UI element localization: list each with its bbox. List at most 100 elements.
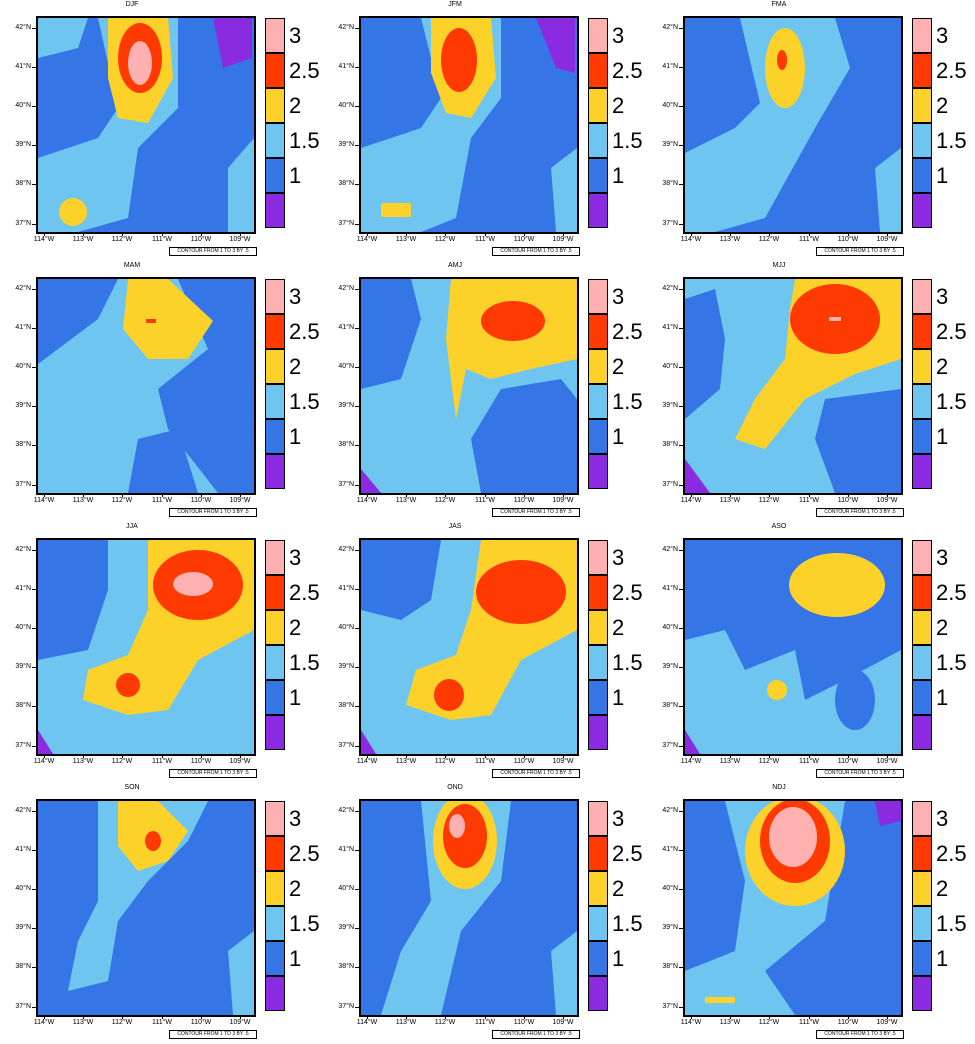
y-tick-label: 37°N: [338, 742, 354, 749]
x-tick-label: 113°W: [719, 497, 741, 504]
legend-level-label: 1.5: [289, 650, 320, 675]
y-tick: [32, 445, 36, 446]
x-tick-label: 109°W: [876, 236, 898, 243]
y-tick: [679, 145, 683, 146]
x-tick-label: 112°W: [434, 497, 456, 504]
y-tick: [32, 928, 36, 929]
y-tick-label: 37°N: [662, 481, 678, 488]
y-tick-label: 38°N: [662, 702, 678, 709]
contour-region: [551, 148, 577, 232]
y-tick-label: 41°N: [338, 846, 354, 853]
x-tick-label: 109°W: [876, 497, 898, 504]
x-tick: [406, 1015, 407, 1019]
y-tick: [679, 589, 683, 590]
x-tick: [809, 493, 810, 497]
contour-region: [158, 279, 254, 493]
legend-color-box: [588, 158, 608, 193]
contour-region: [146, 319, 156, 323]
x-tick: [730, 232, 731, 236]
contour-fill-svg: [685, 540, 901, 754]
x-tick: [201, 754, 202, 758]
legend-level-label: 2.5: [936, 58, 967, 83]
x-tick-label: 114°W: [680, 236, 702, 243]
contour-map: [359, 799, 579, 1017]
legend-level-label: 1: [289, 946, 302, 971]
y-tick: [32, 145, 36, 146]
contour-info-label: CONTOUR FROM 1 TO 3 BY .5: [169, 508, 257, 517]
legend-color-box: [265, 715, 285, 750]
legend-level-label: 3: [612, 545, 625, 570]
y-tick: [679, 1007, 683, 1008]
x-tick: [848, 232, 849, 236]
x-tick-label: 110°W: [513, 1019, 535, 1026]
y-tick-label: 39°N: [338, 141, 354, 148]
y-tick: [679, 184, 683, 185]
x-tick: [730, 493, 731, 497]
panel-title: AMJ: [448, 262, 462, 269]
legend-level-label: 3: [289, 23, 302, 48]
y-tick: [32, 746, 36, 747]
contour-region: [705, 997, 735, 1003]
x-tick-label: 114°W: [33, 497, 55, 504]
x-tick-label: 113°W: [719, 1019, 741, 1026]
contour-map: [359, 16, 579, 234]
y-tick-label: 37°N: [662, 742, 678, 749]
panel-title: JFM: [448, 1, 462, 8]
x-tick: [162, 232, 163, 236]
legend-color-box: [265, 53, 285, 88]
x-tick-label: 114°W: [33, 758, 55, 765]
x-tick: [848, 754, 849, 758]
y-tick: [355, 706, 359, 707]
legend-level-label: 2: [936, 354, 949, 379]
x-tick: [201, 232, 202, 236]
legend-color-box: [912, 836, 932, 871]
y-tick-label: 40°N: [338, 102, 354, 109]
legend-level-label: 1: [936, 685, 949, 710]
y-tick-label: 38°N: [15, 963, 31, 970]
x-tick: [887, 493, 888, 497]
y-tick: [355, 667, 359, 668]
legend-color-box: [912, 88, 932, 123]
legend-level-label: 1: [612, 685, 625, 710]
legend-level-label: 2: [612, 615, 625, 640]
legend-color-box: [265, 18, 285, 53]
legend-color-box: [265, 88, 285, 123]
legend-level-label: 2.5: [289, 580, 320, 605]
y-tick: [32, 406, 36, 407]
map-panel: ASO 42°N 41°N 40°N 39°N 38°N 37°N 114°W 113°W 112…: [647, 522, 972, 783]
y-tick: [679, 706, 683, 707]
x-tick-label: 110°W: [190, 1019, 212, 1026]
x-tick-label: 110°W: [513, 758, 535, 765]
x-tick: [44, 493, 45, 497]
y-tick: [355, 485, 359, 486]
x-tick-label: 113°W: [719, 236, 741, 243]
x-tick-label: 113°W: [72, 758, 94, 765]
contour-region: [685, 730, 700, 754]
legend-color-box: [912, 906, 932, 941]
legend-color-box: [588, 123, 608, 158]
y-tick: [679, 889, 683, 890]
y-tick: [355, 746, 359, 747]
contour-fill-svg: [38, 279, 254, 493]
contour-region: [829, 317, 841, 321]
contour-region: [481, 301, 545, 341]
panel-title: OND: [447, 784, 463, 791]
contour-region: [685, 801, 745, 971]
legend-level-label: 2: [612, 93, 625, 118]
x-tick: [691, 1015, 692, 1019]
y-tick: [32, 706, 36, 707]
x-tick: [83, 493, 84, 497]
contour-map: [359, 538, 579, 756]
legend-color-box: [588, 279, 608, 314]
panel-title: NDJ: [772, 784, 786, 791]
contour-map: [359, 277, 579, 495]
legend-color-box: [912, 941, 932, 976]
legend-color-box: [588, 53, 608, 88]
x-tick-label: 109°W: [552, 1019, 574, 1026]
legend-color-box: [265, 801, 285, 836]
legend-level-label: 3: [936, 284, 949, 309]
x-tick-label: 109°W: [876, 758, 898, 765]
y-tick: [355, 106, 359, 107]
y-tick: [355, 145, 359, 146]
y-tick: [32, 1007, 36, 1008]
